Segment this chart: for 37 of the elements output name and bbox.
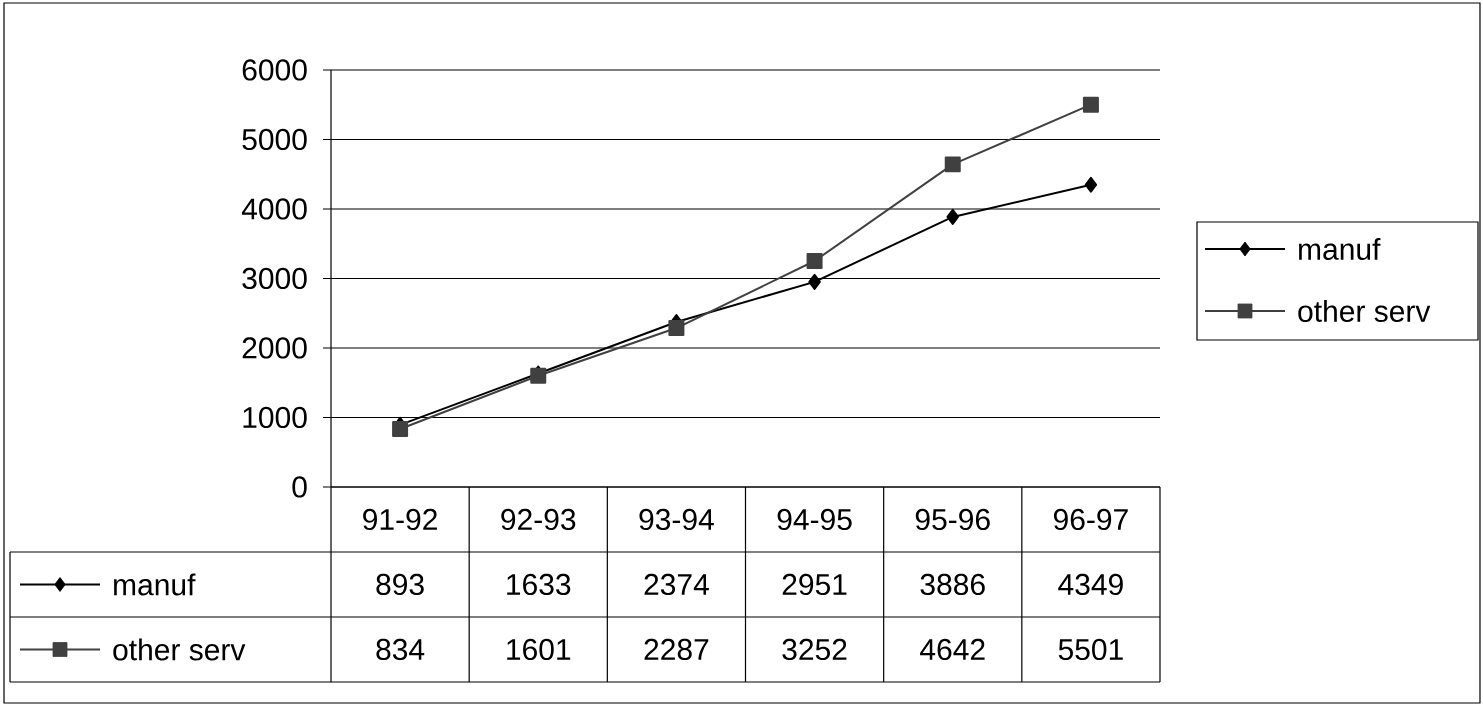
y-tick-label: 6000: [242, 59, 307, 81]
point: [1082, 96, 1099, 113]
data-label: 834: [376, 638, 425, 661]
data-label: 2287: [644, 638, 709, 661]
point: [946, 208, 959, 225]
data-label: 3886: [920, 573, 985, 596]
y-tick-label: 3000: [242, 267, 307, 290]
data-label: 4349: [1058, 573, 1123, 596]
point: [808, 273, 821, 290]
data-label: 2374: [644, 573, 709, 596]
point: [392, 421, 409, 438]
y-tick-label: 0: [292, 476, 307, 498]
x-tick-label: 93-94: [639, 508, 714, 531]
x-tick-label: 95-96: [915, 508, 990, 531]
legend-label: other serv: [1298, 299, 1431, 323]
data-label: 4642: [920, 638, 985, 661]
text: other serv: [113, 638, 246, 661]
data-label: 5501: [1058, 638, 1123, 661]
x-tick-label: 92-93: [501, 508, 576, 531]
point: [944, 156, 961, 173]
data-label: 1601: [507, 638, 571, 661]
y-tick-label: 5000: [242, 128, 307, 151]
point: [806, 252, 823, 269]
point: [668, 320, 685, 337]
x-tick-label: 94-95: [777, 508, 852, 531]
data-label: 893: [376, 573, 424, 596]
point: [1084, 176, 1098, 193]
data-label: 1633: [507, 573, 571, 596]
x-tick-label: 91-92: [363, 508, 437, 531]
data-label: 3252: [782, 638, 847, 661]
y-tick-label: 1000: [243, 406, 307, 429]
text: manuf: [114, 573, 196, 596]
data-label: 2951: [782, 573, 847, 596]
x-tick-label: 96-97: [1053, 508, 1128, 531]
y-tick-label: 2000: [242, 337, 307, 359]
legend-label: manuf: [1299, 238, 1381, 260]
y-tick-label: 4000: [241, 198, 307, 220]
